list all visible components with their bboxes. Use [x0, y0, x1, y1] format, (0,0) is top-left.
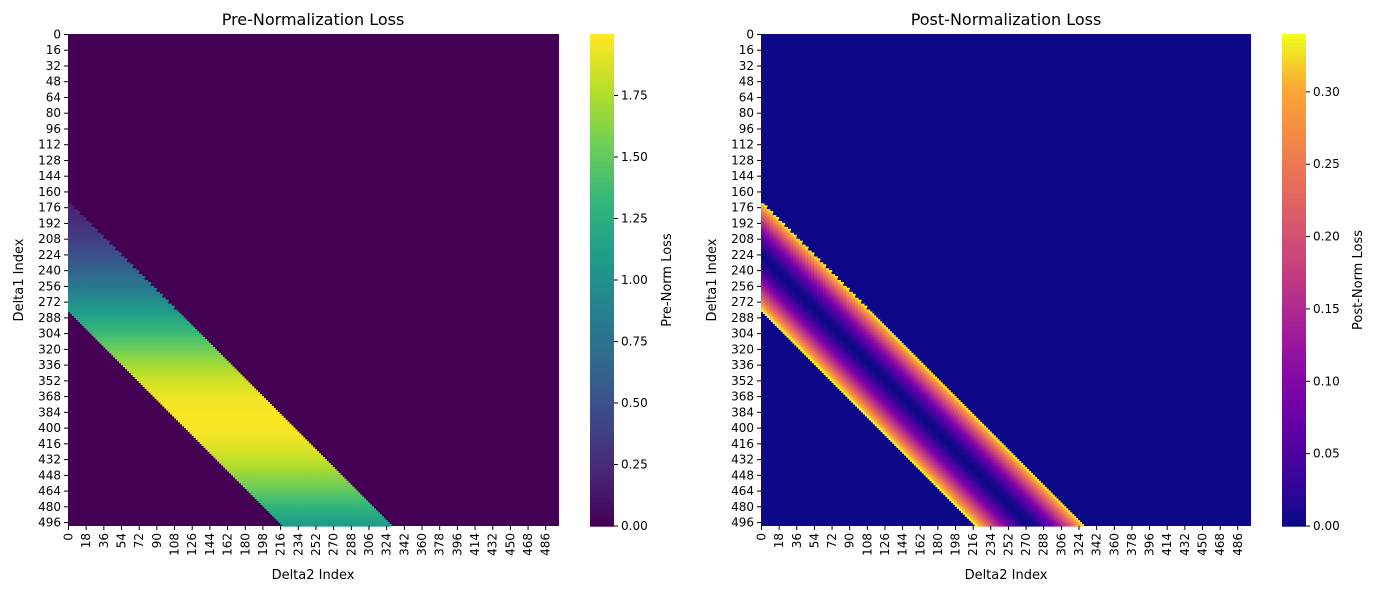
pre-norm-heatmap-panel: Pre-Normalization Loss 01632486480961121… — [12, 10, 675, 583]
chart-title: Pre-Normalization Loss — [222, 10, 405, 29]
heatmap-cells — [68, 34, 559, 527]
